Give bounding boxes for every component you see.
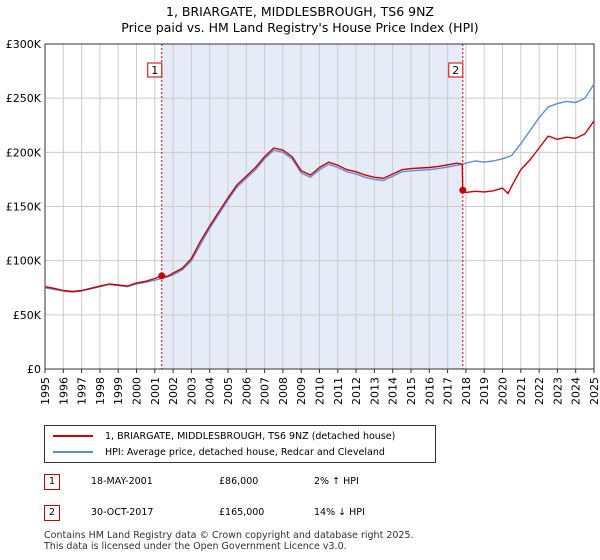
transaction-price: £165,000: [219, 507, 265, 518]
annotation-label: 2: [452, 64, 459, 77]
y-tick-label: £0: [27, 363, 41, 376]
y-tick-label: £200K: [6, 146, 42, 159]
footer-line-copyright: Contains HM Land Registry data © Crown c…: [44, 530, 414, 541]
x-tick-label: 2006: [240, 377, 253, 405]
sale-point: [158, 272, 166, 280]
annotation-label: 1: [151, 64, 158, 77]
x-tick-label: 2023: [551, 377, 564, 405]
legend-item-property: 1, BRIARGATE, MIDDLESBROUGH, TS6 9NZ (de…: [53, 428, 395, 444]
y-tick-label: £300K: [6, 38, 42, 51]
footer-line-licence: This data is licensed under the Open Gov…: [44, 541, 347, 552]
x-tick-label: 2004: [204, 377, 217, 405]
annotation-box: [147, 62, 163, 78]
x-tick-label: 2025: [588, 377, 600, 405]
transaction-hpi: 2% ↑ HPI: [314, 476, 359, 487]
transaction-date: 30-OCT-2017: [91, 507, 154, 518]
legend-item-hpi: HPI: Average price, detached house, Redc…: [53, 444, 385, 460]
x-tick-label: 2022: [533, 377, 546, 405]
sale-point: [459, 186, 467, 194]
x-tick-label: 2021: [515, 377, 528, 405]
x-tick-label: 1996: [57, 377, 70, 405]
x-tick-label: 1995: [39, 377, 52, 405]
x-tick-label: 2007: [259, 377, 272, 405]
legend-swatch-hpi: [53, 451, 93, 453]
y-tick-label: £100K: [6, 255, 42, 268]
x-tick-label: 1997: [76, 377, 89, 405]
x-tick-label: 2002: [167, 377, 180, 405]
x-tick-label: 2008: [277, 377, 290, 405]
transaction-row: 1 18-MAY-2001 £86,000 2% ↑ HPI: [44, 474, 494, 492]
chart-title: 1, BRIARGATE, MIDDLESBROUGH, TS6 9NZ: [166, 4, 434, 19]
x-tick-label: 2001: [149, 377, 162, 405]
x-tick-label: 2024: [570, 377, 583, 405]
x-tick-label: 2017: [442, 377, 455, 405]
x-tick-label: 2003: [185, 377, 198, 405]
legend: 1, BRIARGATE, MIDDLESBROUGH, TS6 9NZ (de…: [44, 425, 436, 463]
property-price-line: [44, 120, 595, 293]
chart-subtitle: Price paid vs. HM Land Registry's House …: [121, 20, 479, 35]
x-tick-label: 2011: [332, 377, 345, 405]
transaction-number: 1: [44, 474, 60, 490]
y-tick-label: £150K: [6, 201, 42, 214]
legend-label-hpi: HPI: Average price, detached house, Redc…: [105, 446, 385, 458]
x-tick-label: 2012: [350, 377, 363, 405]
transaction-number: 2: [44, 505, 60, 521]
plot-frame: [44, 43, 595, 370]
x-tick-label: 2018: [460, 377, 473, 405]
footer: Contains HM Land Registry data © Crown c…: [44, 530, 414, 552]
transaction-hpi: 14% ↓ HPI: [314, 507, 365, 518]
x-tick-label: 1998: [94, 377, 107, 405]
legend-label-property: 1, BRIARGATE, MIDDLESBROUGH, TS6 9NZ (de…: [105, 430, 396, 442]
transaction-price: £86,000: [219, 476, 259, 487]
transaction-row: 2 30-OCT-2017 £165,000 14% ↓ HPI: [44, 505, 494, 523]
price-chart: £0 £50K £100K £150K £200K £250K £300K 1995 1996 1…: [6, 38, 600, 405]
hpi-line: [44, 83, 595, 293]
x-tick-label: 2013: [368, 377, 381, 405]
annotation-box: [448, 62, 464, 78]
legend-swatch-property: [53, 435, 93, 437]
x-tick-label: 2014: [387, 377, 400, 405]
x-tick-label: 2020: [497, 377, 510, 405]
x-tick-label: 2010: [314, 377, 327, 405]
x-tick-label: 2009: [295, 377, 308, 405]
x-tick-label: 2000: [131, 377, 144, 405]
x-tick-label: 2016: [423, 377, 436, 405]
transaction-date: 18-MAY-2001: [91, 476, 153, 487]
x-tick-label: 1999: [112, 377, 125, 405]
x-tick-label: 2015: [405, 377, 418, 405]
x-tick-label: 2005: [222, 377, 235, 405]
y-tick-label: £50K: [13, 309, 42, 322]
y-tick-label: £250K: [6, 92, 42, 105]
x-tick-label: 2019: [478, 377, 491, 405]
